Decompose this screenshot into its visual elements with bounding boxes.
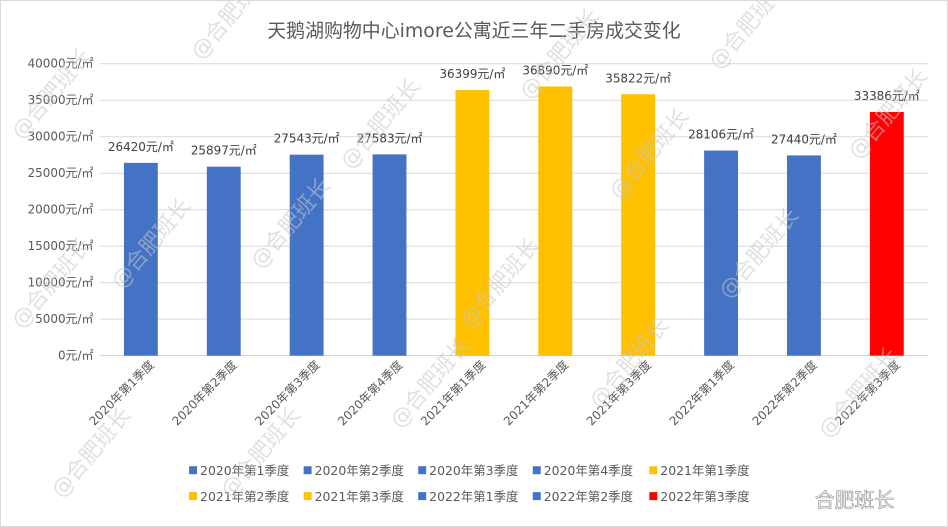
y-tick-label: 25000元/㎡ [28, 166, 94, 180]
x-tick-label: 2020年第2季度 [169, 357, 240, 428]
bar [704, 150, 738, 356]
y-tick-label: 20000元/㎡ [28, 203, 94, 217]
legend-swatch [303, 466, 312, 475]
bar [289, 154, 324, 356]
legend: 2020年第1季度 2020年第2季度 2020年第3季度 2020年第4季度 2021… [189, 463, 750, 504]
bar [455, 90, 490, 356]
bar [787, 155, 821, 356]
legend-swatch [418, 492, 427, 501]
chart-title: 天鹅湖购物中心imore公寓近三年二手房成交变化 [267, 20, 681, 42]
legend-swatch [189, 466, 198, 475]
data-label: 27543元/㎡ [274, 132, 340, 146]
legend-label: 2020年第2季度 [315, 463, 404, 478]
watermark-text: @合肥班长 [814, 343, 904, 443]
y-axis-ticks: 0元/㎡ 5000元/㎡ 10000元/㎡ 15000元/㎡ 20000元/㎡ 25000… [28, 57, 94, 363]
x-axis-ticks: 2020年第1季度 2020年第2季度 2020年第3季度 2020年第4季度 2021… [86, 357, 903, 428]
legend-swatch [649, 466, 658, 475]
y-tick-label: 0元/㎡ [58, 349, 94, 363]
y-tick-label: 40000元/㎡ [28, 57, 94, 71]
legend-item: 2020年第2季度 [303, 463, 404, 478]
legend-item: 2020年第4季度 [532, 463, 633, 478]
data-label: 25897元/㎡ [191, 144, 257, 158]
data-label: 26420元/㎡ [108, 140, 174, 154]
y-tick-label: 35000元/㎡ [28, 93, 94, 107]
legend-item: 2020年第3季度 [418, 463, 518, 478]
legend-swatch [418, 466, 427, 475]
bar [123, 162, 158, 356]
legend-swatch [303, 492, 312, 501]
x-tick-label: 2021年第2季度 [500, 357, 571, 428]
legend-label: 2022年第1季度 [429, 489, 518, 504]
legend-item: 2021年第2季度 [189, 489, 289, 504]
data-label: 27583元/㎡ [357, 131, 423, 145]
legend-label: 2021年第1季度 [660, 463, 749, 478]
bar [372, 154, 407, 356]
legend-swatch [532, 492, 541, 501]
y-tick-label: 15000元/㎡ [28, 239, 94, 253]
y-tick-label: 30000元/㎡ [28, 130, 94, 144]
data-label: 35822元/㎡ [605, 71, 671, 85]
legend-item: 2021年第3季度 [303, 489, 404, 504]
legend-label: 2020年第1季度 [200, 463, 289, 478]
bar [206, 166, 241, 356]
data-label: 28106元/㎡ [688, 128, 754, 142]
legend-swatch [189, 492, 198, 501]
watermark-text: @合肥班长 [186, 0, 276, 65]
data-label: 27440元/㎡ [771, 132, 837, 146]
data-label: 33386元/㎡ [854, 89, 920, 103]
legend-item: 2022年第2季度 [532, 489, 633, 504]
bars [123, 86, 904, 356]
data-label: 36399元/㎡ [439, 67, 505, 81]
legend-label: 2020年第4季度 [544, 463, 633, 478]
legend-label: 2022年第3季度 [660, 489, 749, 504]
legend-label: 2021年第2季度 [200, 489, 289, 504]
legend-item: 2022年第1季度 [418, 489, 518, 504]
bar [621, 94, 656, 356]
bar [538, 86, 573, 356]
data-labels: 26420元/㎡ 25897元/㎡ 27543元/㎡ 27583元/㎡ 36399元/㎡… [108, 64, 920, 158]
x-tick-label: 2022年第2季度 [749, 357, 820, 428]
legend-item: 2022年第3季度 [649, 489, 750, 504]
corner-watermark: 合肥班长 [815, 489, 895, 512]
legend-item: 2020年第1季度 [189, 463, 289, 478]
legend-swatch [649, 492, 658, 501]
legend-label: 2022年第2季度 [544, 489, 633, 504]
y-tick-label: 5000元/㎡ [35, 312, 93, 326]
legend-item: 2021年第1季度 [649, 463, 750, 478]
y-tick-label: 10000元/㎡ [28, 276, 94, 290]
bar [869, 112, 904, 356]
data-label: 36890元/㎡ [522, 64, 588, 78]
legend-swatch [532, 466, 541, 475]
legend-label: 2020年第3季度 [429, 463, 518, 478]
x-tick-label: 2022年第1季度 [666, 357, 737, 428]
legend-label: 2021年第3季度 [315, 489, 404, 504]
